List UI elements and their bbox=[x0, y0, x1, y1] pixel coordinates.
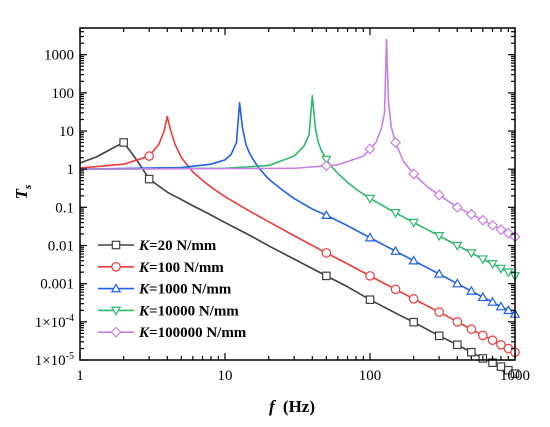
legend-marker-2 bbox=[111, 261, 121, 272]
plot-frame bbox=[79, 27, 516, 361]
series-3-marker bbox=[503, 304, 514, 315]
legend: K=20 N/mm K=100 N/mm K=1000 N/mm K=10000 N/… bbox=[98, 238, 247, 341]
series-3-marker bbox=[487, 296, 498, 306]
series-2-marker bbox=[321, 248, 332, 258]
legend-label-2: K=100 N/mm bbox=[138, 260, 224, 276]
legend-label-1: K=20 N/mm bbox=[138, 238, 217, 254]
series-5-marker bbox=[486, 219, 499, 231]
series-3-marker bbox=[477, 291, 489, 302]
series-3-marker bbox=[390, 245, 401, 255]
series-2-marker bbox=[408, 294, 419, 304]
series-2-marker bbox=[487, 335, 498, 346]
legend-marker-5 bbox=[110, 326, 122, 338]
series-4-marker bbox=[390, 209, 401, 219]
series-lines bbox=[79, 38, 516, 375]
legend-label-5: K=100000 N/mm bbox=[138, 325, 247, 341]
series-4-marker bbox=[466, 249, 477, 259]
series-2-marker bbox=[466, 324, 477, 335]
series-4-marker bbox=[408, 218, 419, 228]
series-5-marker bbox=[364, 143, 376, 155]
y-tick-label: 10 bbox=[59, 124, 74, 140]
tick-labels: 1 10 100 1000 1000 100 10 1 0.1 0.01 0.001 1×10-4 1×… bbox=[35, 48, 530, 384]
series-2-marker bbox=[365, 271, 375, 281]
y-tick-label: 0.1 bbox=[55, 200, 74, 216]
series-5-marker bbox=[433, 189, 445, 201]
series-3-marker bbox=[321, 209, 332, 220]
legend-marker-4 bbox=[110, 306, 122, 316]
series-4-marker bbox=[495, 264, 507, 274]
series-4-marker bbox=[433, 232, 445, 242]
y-axis-var: T bbox=[12, 188, 31, 199]
x-axis-title: f (Hz) bbox=[269, 397, 315, 416]
series-5-marker bbox=[495, 224, 507, 236]
x-tick-label: 100 bbox=[359, 368, 382, 384]
series-5-marker bbox=[465, 208, 477, 220]
series-4-marker bbox=[487, 260, 498, 270]
series-1-marker bbox=[409, 317, 418, 327]
y-tick-label: 1×10-4 bbox=[35, 313, 74, 331]
x-axis-var: f bbox=[269, 397, 277, 416]
series-5-marker bbox=[477, 214, 489, 226]
y-tick-label: 1000 bbox=[44, 48, 74, 64]
series-3-marker bbox=[466, 285, 477, 295]
series-1-marker bbox=[467, 347, 476, 357]
series-4-marker bbox=[452, 241, 463, 251]
series-1-marker bbox=[322, 271, 331, 281]
series-4-marker bbox=[364, 194, 376, 204]
y-axis-title: Ts bbox=[12, 185, 34, 200]
x-tick-label: 1000 bbox=[500, 368, 530, 384]
series-4-marker bbox=[477, 255, 489, 265]
series-line-5 bbox=[79, 38, 516, 238]
legend-marker-3 bbox=[110, 283, 122, 293]
y-tick-label: 100 bbox=[52, 86, 75, 102]
series-2-marker bbox=[434, 307, 444, 317]
series-markers bbox=[119, 136, 521, 378]
legend-label-3: K=1000 N/mm bbox=[138, 282, 232, 298]
series-1-marker bbox=[365, 295, 375, 305]
x-tick-label: 1 bbox=[76, 368, 84, 384]
x-tick-label: 10 bbox=[218, 368, 233, 384]
series-3-marker bbox=[452, 278, 463, 288]
y-tick-label: 0.001 bbox=[40, 277, 74, 293]
legend-label-4: K=10000 N/mm bbox=[138, 303, 239, 319]
series-3-marker bbox=[495, 301, 507, 311]
series-3-marker bbox=[433, 268, 445, 278]
series-1-marker bbox=[119, 138, 128, 147]
series-2-marker bbox=[390, 284, 401, 295]
series-3-marker bbox=[408, 255, 419, 265]
y-tick-label: 1 bbox=[67, 162, 75, 178]
y-tick-label: 1×10-5 bbox=[35, 351, 74, 369]
series-2-marker bbox=[144, 151, 154, 161]
series-1-marker bbox=[434, 331, 444, 341]
series-2-marker bbox=[496, 340, 506, 350]
series-1-marker bbox=[452, 340, 462, 350]
legend-marker-1 bbox=[111, 240, 121, 250]
series-5-marker bbox=[320, 160, 332, 172]
y-axis-sub: s bbox=[22, 185, 34, 190]
axis-ticks bbox=[79, 27, 516, 361]
series-1-marker bbox=[144, 174, 154, 184]
series-1-marker bbox=[510, 369, 520, 378]
series-4-marker bbox=[321, 155, 332, 165]
series-5-marker bbox=[389, 136, 402, 149]
series-5-marker bbox=[451, 201, 463, 213]
series-2-marker bbox=[478, 330, 488, 341]
y-tick-label: 0.01 bbox=[48, 239, 74, 255]
series-line-3 bbox=[79, 101, 516, 315]
x-axis-unit: (Hz) bbox=[283, 397, 315, 416]
series-2-marker bbox=[452, 317, 463, 327]
series-3-marker bbox=[364, 232, 376, 242]
series-5-marker bbox=[408, 168, 420, 180]
